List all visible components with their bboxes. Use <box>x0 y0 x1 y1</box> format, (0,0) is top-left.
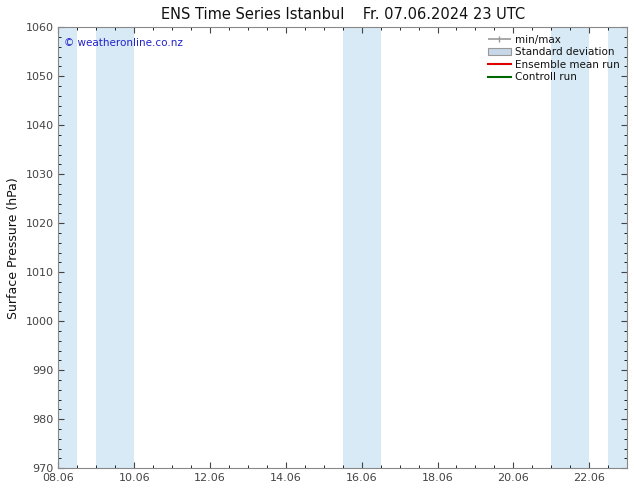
Bar <box>551 27 589 468</box>
Y-axis label: Surface Pressure (hPa): Surface Pressure (hPa) <box>7 177 20 318</box>
Bar <box>608 27 627 468</box>
Text: © weatheronline.co.nz: © weatheronline.co.nz <box>64 38 183 49</box>
Bar <box>58 27 77 468</box>
Title: ENS Time Series Istanbul    Fr. 07.06.2024 23 UTC: ENS Time Series Istanbul Fr. 07.06.2024 … <box>160 7 525 22</box>
Legend: min/max, Standard deviation, Ensemble mean run, Controll run: min/max, Standard deviation, Ensemble me… <box>484 30 624 87</box>
Bar <box>96 27 134 468</box>
Bar <box>343 27 380 468</box>
